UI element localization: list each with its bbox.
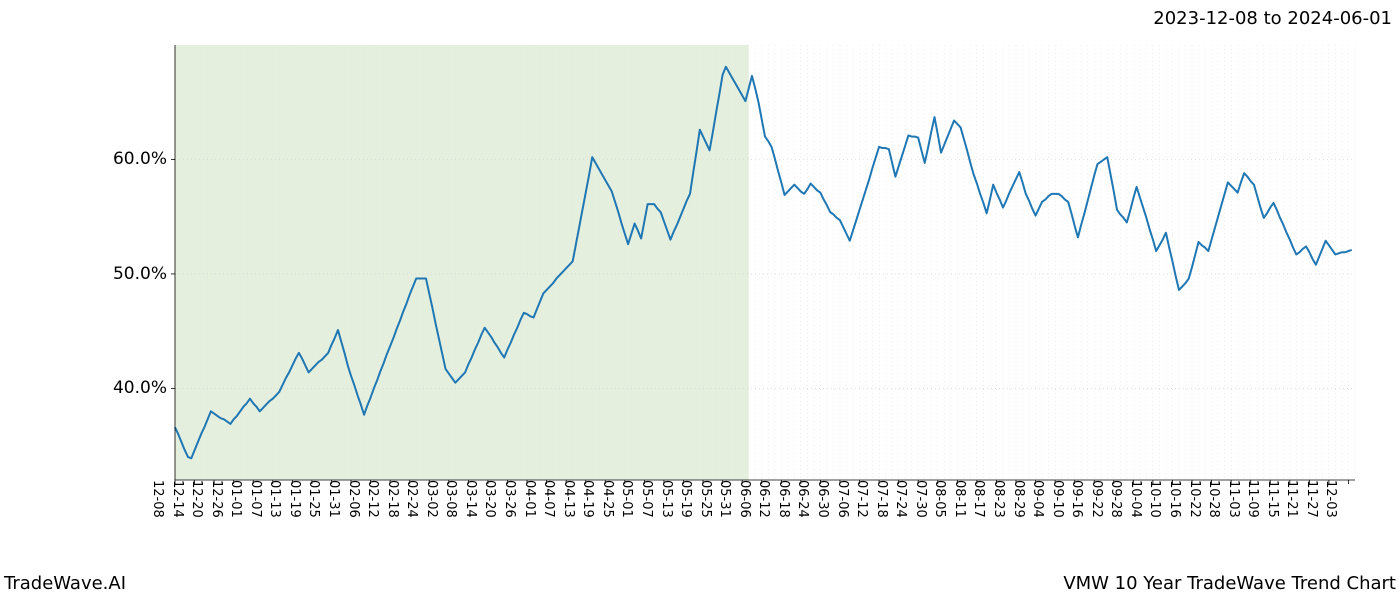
- x-tick-label: 10-22: [1187, 480, 1208, 518]
- x-tick-label: 03-08: [443, 480, 464, 518]
- x-tick-label: 07-30: [913, 480, 934, 518]
- x-tick-label: 08-29: [1011, 480, 1032, 518]
- plot-area: 40.0%50.0%60.0%12-0812-1412-2012-2601-01…: [175, 45, 1355, 480]
- x-tick-label: 02-12: [365, 480, 386, 518]
- x-tick-label: 10-04: [1128, 480, 1149, 518]
- x-tick-label: 10-10: [1147, 480, 1168, 518]
- line-chart: [175, 45, 1355, 480]
- x-tick-label: 08-17: [971, 480, 992, 518]
- x-tick-label: 04-25: [600, 480, 621, 518]
- x-tick-label: 03-02: [424, 480, 445, 518]
- chart-title-footer: VMW 10 Year TradeWave Trend Chart: [1063, 573, 1396, 594]
- x-tick-label: 11-03: [1226, 480, 1247, 518]
- x-tick-label: 09-10: [1050, 480, 1071, 518]
- x-tick-label: 08-05: [932, 480, 953, 518]
- x-tick-label: 06-12: [756, 480, 777, 518]
- x-tick-label: 01-31: [326, 480, 347, 518]
- x-tick-label: 06-30: [815, 480, 836, 518]
- x-tick-label: 05-25: [698, 480, 719, 518]
- x-tick-label: 11-15: [1265, 480, 1286, 518]
- x-tick-label: 05-19: [678, 480, 699, 518]
- chart-container: 2023-12-08 to 2024-06-01 40.0%50.0%60.0%…: [0, 0, 1400, 600]
- brand-footer: TradeWave.AI: [4, 573, 126, 594]
- x-tick-label: 06-18: [776, 480, 797, 518]
- x-tick-label: 05-07: [639, 480, 660, 518]
- x-tick-label: 12-26: [209, 480, 230, 518]
- x-tick-label: 07-12: [854, 480, 875, 518]
- x-tick-label: 04-13: [561, 480, 582, 518]
- x-tick-label: 07-24: [893, 480, 914, 518]
- x-tick-label: 02-06: [346, 480, 367, 518]
- x-tick-label: 12-08: [150, 480, 171, 518]
- x-tick-label: 06-24: [795, 480, 816, 518]
- x-tick-label: 03-14: [463, 480, 484, 518]
- x-tick-label: 07-18: [874, 480, 895, 518]
- y-tick-label: 40.0%: [113, 378, 175, 398]
- x-tick-label: 09-16: [1069, 480, 1090, 518]
- x-tick-label: 08-23: [991, 480, 1012, 518]
- x-tick-label: 10-28: [1206, 480, 1227, 518]
- x-tick-label: 02-18: [385, 480, 406, 518]
- x-tick-label: 07-06: [835, 480, 856, 518]
- x-tick-label: 01-01: [228, 480, 249, 518]
- x-tick-label: 03-20: [482, 480, 503, 518]
- x-tick-label: 04-01: [522, 480, 543, 518]
- x-tick-label: 09-28: [1108, 480, 1129, 518]
- highlight-span: [175, 45, 749, 480]
- x-tick-label: 01-19: [287, 480, 308, 518]
- x-tick-label: 05-01: [619, 480, 640, 518]
- y-tick-label: 60.0%: [113, 149, 175, 169]
- x-tick-label: 01-13: [267, 480, 288, 518]
- x-tick-label: 12-20: [189, 480, 210, 518]
- date-range-subtitle: 2023-12-08 to 2024-06-01: [1153, 8, 1392, 29]
- x-tick-label: 11-09: [1245, 480, 1266, 518]
- x-tick-label: 06-06: [737, 480, 758, 518]
- x-tick-label: 12-14: [170, 480, 191, 518]
- x-tick-label: 08-11: [952, 480, 973, 518]
- y-tick-label: 50.0%: [113, 264, 175, 284]
- x-tick-label: 09-22: [1089, 480, 1110, 518]
- x-tick-label: 03-26: [502, 480, 523, 518]
- x-tick-label: 05-31: [717, 480, 738, 518]
- x-tick-label: 11-27: [1304, 480, 1325, 518]
- x-tick-label: 10-16: [1167, 480, 1188, 518]
- x-tick-label: 04-07: [541, 480, 562, 518]
- x-tick-label: 05-13: [659, 480, 680, 518]
- x-tick-label: 04-19: [580, 480, 601, 518]
- x-tick-label: 02-24: [404, 480, 425, 518]
- x-tick-label: 01-07: [248, 480, 269, 518]
- x-tick-label: 11-21: [1284, 480, 1305, 518]
- x-tick-label: 01-25: [306, 480, 327, 518]
- x-tick-label: 12-03: [1323, 480, 1344, 518]
- x-tick-label: 09-04: [1030, 480, 1051, 518]
